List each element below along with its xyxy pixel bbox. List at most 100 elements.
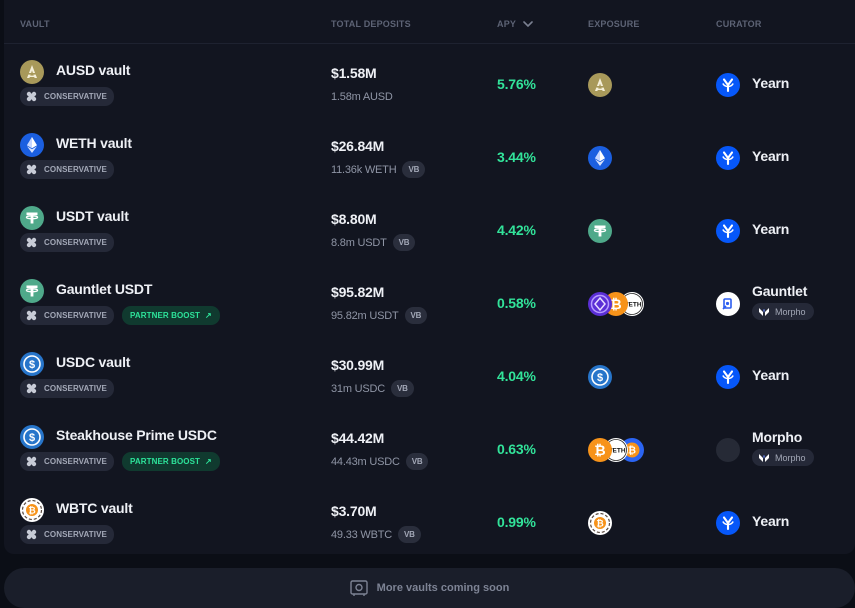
partner-boost-badge[interactable]: PARTNER BOOST ↗ — [122, 452, 220, 471]
column-header-curator[interactable]: CURATOR — [716, 19, 762, 29]
vault-row[interactable]: $ Steakhouse Prime USDC CONSERVATIVE PARTNE… — [4, 411, 855, 484]
ausd-icon — [588, 73, 612, 97]
vault-row[interactable]: WETH vault CONSERVATIVE $26.84M 11.36k WETH… — [4, 119, 855, 192]
column-header-apy-label: APY — [497, 19, 517, 29]
deposit-native-amount: 95.82m USDT — [331, 309, 399, 322]
partner-boost-badge[interactable]: PARTNER BOOST ↗ — [122, 306, 220, 325]
column-header-total-deposits[interactable]: TOTAL DEPOSITS — [331, 19, 411, 29]
vault-name[interactable]: USDT vault — [56, 208, 129, 224]
exposure-icons: ₿ WETH — [588, 292, 644, 316]
usdc-icon: $ — [588, 365, 612, 389]
yearn-icon — [716, 219, 740, 243]
vault-tags: CONSERVATIVE — [20, 525, 114, 544]
vaults-table: VAULT TOTAL DEPOSITS APY EXPOSURE CURATO… — [4, 0, 855, 554]
apy-value: 3.44% — [497, 149, 536, 165]
vb-badge: VB — [402, 161, 426, 178]
more-vaults-banner: More vaults coming soon — [4, 568, 855, 608]
vault-row[interactable]: USDT vault CONSERVATIVE $8.80M 8.8m USDT VB 4… — [4, 192, 855, 265]
wbtc-icon: ₿ — [588, 511, 612, 535]
apy-value: 5.76% — [497, 76, 536, 92]
exposure-icons: ₿ — [588, 511, 612, 535]
risk-badge: CONSERVATIVE — [20, 160, 114, 179]
curator-platform-badge: Morpho — [752, 449, 814, 466]
vault-tags: CONSERVATIVE — [20, 233, 114, 252]
svg-text:₿: ₿ — [628, 445, 636, 457]
conservative-icon — [26, 383, 37, 394]
more-vaults-text: More vaults coming soon — [376, 582, 510, 594]
exposure-icons — [588, 219, 612, 243]
deposit-native: 95.82m USDT VB — [331, 306, 428, 325]
vault-tags: CONSERVATIVE — [20, 379, 114, 398]
eth-icon — [20, 133, 44, 157]
apy-value: 4.42% — [497, 222, 536, 238]
vault-name[interactable]: WETH vault — [56, 135, 132, 151]
apy-value: 4.04% — [497, 368, 536, 384]
conservative-icon — [26, 91, 37, 102]
risk-badge: CONSERVATIVE — [20, 525, 114, 544]
risk-badge: CONSERVATIVE — [20, 233, 114, 252]
usdc-icon: $ — [20, 425, 44, 449]
apy-value: 0.99% — [497, 514, 536, 530]
column-header-vault[interactable]: VAULT — [20, 19, 50, 29]
vault-row[interactable]: AUSD vault CONSERVATIVE $1.58M 1.58m AUSD 5.… — [4, 46, 855, 119]
deposit-native: 1.58m AUSD — [331, 87, 393, 106]
deposit-native: 49.33 WBTC VB — [331, 525, 421, 544]
conservative-icon — [26, 310, 37, 321]
risk-badge: CONSERVATIVE — [20, 306, 114, 325]
vault-name[interactable]: Gauntlet USDT — [56, 281, 153, 297]
table-header: VAULT TOTAL DEPOSITS APY EXPOSURE CURATO… — [4, 0, 855, 44]
curator-name[interactable]: Yearn — [752, 367, 790, 383]
exposure-icons: $ — [588, 365, 612, 389]
deposit-native-amount: 8.8m USDT — [331, 236, 387, 249]
svg-text:₿: ₿ — [28, 505, 35, 515]
morpho-icon — [759, 453, 769, 462]
curator-platform-label: Morpho — [775, 306, 806, 317]
deposit-usd: $30.99M — [331, 357, 385, 373]
risk-badge-label: CONSERVATIVE — [44, 165, 107, 174]
vault-name[interactable]: Steakhouse Prime USDC — [56, 427, 217, 443]
curator-platform-badge: Morpho — [752, 303, 814, 320]
risk-badge-label: CONSERVATIVE — [44, 530, 107, 539]
curator-name[interactable]: Gauntlet — [752, 283, 808, 299]
vault-row[interactable]: Gauntlet USDT CONSERVATIVE PARTNER BOOST ↗ $… — [4, 265, 855, 338]
column-header-exposure[interactable]: EXPOSURE — [588, 19, 640, 29]
vault-row[interactable]: ₿ WBTC vault CONSERVATIVE $3.70M 49.33 WBTC V… — [4, 484, 855, 557]
svg-text:₿: ₿ — [594, 442, 605, 458]
vault-tags: CONSERVATIVE PARTNER BOOST ↗ — [20, 306, 220, 325]
exposure-icons — [588, 146, 612, 170]
chevron-down-icon — [523, 21, 533, 27]
deposit-native: 8.8m USDT VB — [331, 233, 416, 252]
vault-name[interactable]: AUSD vault — [56, 62, 131, 78]
curator-name[interactable]: Yearn — [752, 221, 790, 237]
exposure-icons: ₿ WETH ₿ — [588, 438, 644, 462]
conservative-icon — [26, 237, 37, 248]
external-link-icon: ↗ — [205, 457, 212, 466]
ausd-icon — [20, 60, 44, 84]
curator-name[interactable]: Morpho — [752, 429, 803, 445]
curator-name[interactable]: Yearn — [752, 148, 790, 164]
usdt-icon — [20, 206, 44, 230]
curator-name[interactable]: Yearn — [752, 513, 790, 529]
gauntlet-icon — [716, 292, 740, 316]
usdc-icon: $ — [20, 352, 44, 376]
deposit-native-amount: 1.58m AUSD — [331, 90, 393, 103]
vault-row[interactable]: $ USDC vault CONSERVATIVE $30.99M 31m USDC VB… — [4, 338, 855, 411]
deposit-native: 31m USDC VB — [331, 379, 414, 398]
deposit-usd: $44.42M — [331, 430, 385, 446]
conservative-icon — [26, 164, 37, 175]
vault-name[interactable]: WBTC vault — [56, 500, 133, 516]
deposit-native-amount: 49.33 WBTC — [331, 528, 392, 541]
risk-badge: CONSERVATIVE — [20, 452, 114, 471]
vault-tags: CONSERVATIVE PARTNER BOOST ↗ — [20, 452, 220, 471]
conservative-icon — [26, 529, 37, 540]
column-header-apy[interactable]: APY — [497, 19, 533, 29]
risk-badge-label: CONSERVATIVE — [44, 238, 107, 247]
partner-boost-label: PARTNER BOOST — [130, 457, 201, 466]
risk-badge: CONSERVATIVE — [20, 87, 114, 106]
deposit-usd: $95.82M — [331, 284, 385, 300]
curator-name[interactable]: Yearn — [752, 75, 790, 91]
curator-platform-label: Morpho — [775, 452, 806, 463]
risk-badge-label: CONSERVATIVE — [44, 92, 107, 101]
vault-name[interactable]: USDC vault — [56, 354, 131, 370]
purple-token-icon — [588, 292, 612, 316]
